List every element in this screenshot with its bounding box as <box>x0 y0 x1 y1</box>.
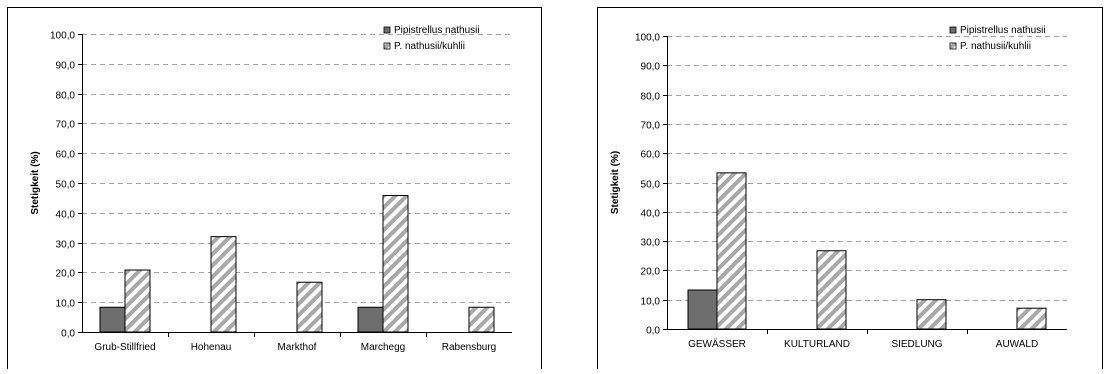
y-tick-label: 20,0 <box>56 269 76 280</box>
y-tick-label: 40,0 <box>56 210 76 221</box>
bar-p-nathusii-kuhlii <box>1016 307 1047 330</box>
legend-swatch <box>383 26 391 34</box>
y-tick-label: 80,0 <box>56 91 76 102</box>
x-tick-label: Marchegg <box>361 342 405 353</box>
y-tick-label: 80,0 <box>641 92 661 103</box>
x-tick-label: SIEDLUNG <box>891 339 942 350</box>
bar-p-nathusii-kuhlii <box>124 269 151 333</box>
y-tick-label: 10,0 <box>56 299 76 310</box>
legend-label: Pipistrellus nathusii <box>394 25 480 36</box>
x-tick-label: Grub-Stillfried <box>94 342 155 353</box>
y-tick-label: 90,0 <box>641 62 661 73</box>
legend-swatch <box>949 26 957 34</box>
y-tick-label: 100,0 <box>50 31 75 42</box>
x-tick-label: Hohenau <box>191 342 232 353</box>
y-tick-label: 90,0 <box>56 61 76 72</box>
y-tick-label: 30,0 <box>641 238 661 249</box>
legend-swatch <box>949 42 957 50</box>
y-tick-label: 0,0 <box>61 329 75 340</box>
y-tick-label: 10,0 <box>641 297 661 308</box>
bar-p-nathusii-kuhlii <box>816 250 847 330</box>
bar-p-nathusii-kuhlii <box>468 306 495 333</box>
y-tick-label: 60,0 <box>56 150 76 161</box>
y-axis-label: Stetigkeit (%) <box>610 151 621 214</box>
y-tick-label: 70,0 <box>56 120 76 131</box>
x-tick-label: AUWALD <box>996 339 1038 350</box>
chart-1: 0,0 10,0 20,0 30,0 40,0 50,0 60,0 70,0 80,0 90,0 1… <box>7 7 542 370</box>
y-tick-label: 100,0 <box>635 33 660 44</box>
bar-p-nathusii-kuhlii <box>716 172 747 330</box>
bar-p-nathusii-kuhlii <box>382 195 409 333</box>
legend-label: P. nathusii/kuhlii <box>394 41 465 52</box>
y-tick-label: 40,0 <box>641 209 661 220</box>
y-tick-label: 0,0 <box>646 326 660 337</box>
bar-pipistrellus-nathusii <box>99 306 126 333</box>
y-tick-label: 20,0 <box>641 267 661 278</box>
bar-pipistrellus-nathusii <box>357 306 384 333</box>
legend-label: P. nathusii/kuhlii <box>960 41 1031 52</box>
x-tick-label: Rabensburg <box>442 342 496 353</box>
chart-2: 0,0 10,0 20,0 30,0 40,0 50,0 60,0 70,0 80,0 90,0 1… <box>597 7 1103 370</box>
legend-swatch <box>383 42 391 50</box>
x-tick-label: Markthof <box>278 342 317 353</box>
x-tick-label: GEWÄSSER <box>688 338 746 350</box>
bar-pipistrellus-nathusii <box>687 289 718 330</box>
y-tick-label: 30,0 <box>56 240 76 251</box>
bar-p-nathusii-kuhlii <box>210 236 237 333</box>
y-tick-label: 60,0 <box>641 150 661 161</box>
legend-label: Pipistrellus nathusii <box>960 25 1046 36</box>
x-tick-label: KULTURLAND <box>784 339 850 350</box>
y-axis-label: Stetigkeit (%) <box>30 151 41 214</box>
y-tick-label: 50,0 <box>641 180 661 191</box>
chart-frame <box>7 7 542 370</box>
y-tick-label: 50,0 <box>56 180 76 191</box>
bar-p-nathusii-kuhlii <box>916 299 947 330</box>
y-tick-label: 70,0 <box>641 121 661 132</box>
bar-p-nathusii-kuhlii <box>296 281 323 333</box>
